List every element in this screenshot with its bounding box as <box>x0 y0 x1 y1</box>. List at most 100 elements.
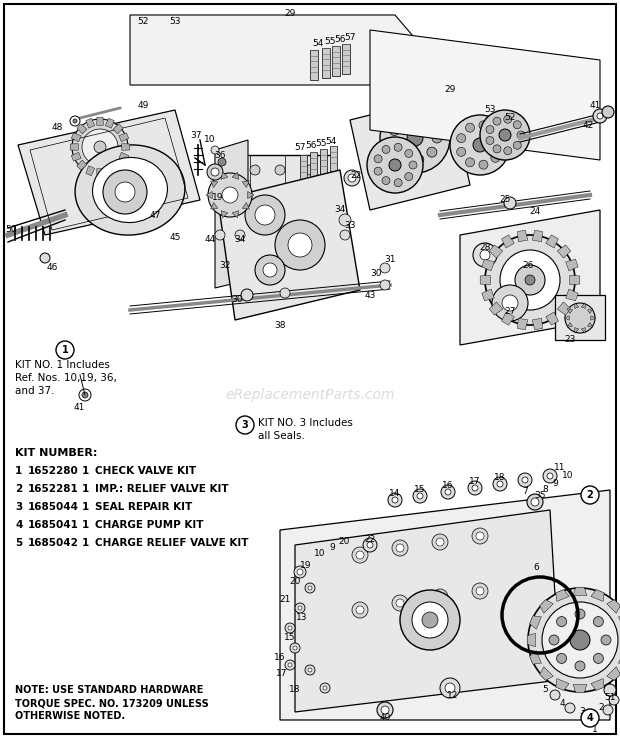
Circle shape <box>82 392 88 398</box>
Circle shape <box>445 683 455 693</box>
Circle shape <box>405 149 413 157</box>
Circle shape <box>352 547 368 563</box>
Circle shape <box>492 285 528 321</box>
Circle shape <box>374 155 382 163</box>
Circle shape <box>405 173 413 181</box>
Circle shape <box>389 159 401 171</box>
Circle shape <box>450 115 510 175</box>
Polygon shape <box>539 666 553 680</box>
Text: 1: 1 <box>82 538 89 548</box>
Circle shape <box>263 263 277 277</box>
Circle shape <box>305 235 315 245</box>
Text: 32: 32 <box>219 261 231 269</box>
Circle shape <box>432 589 448 605</box>
Text: 41: 41 <box>73 404 85 413</box>
Polygon shape <box>480 275 490 285</box>
Polygon shape <box>539 600 553 613</box>
Text: 10: 10 <box>314 550 326 559</box>
Polygon shape <box>242 202 249 209</box>
Circle shape <box>56 341 74 359</box>
Circle shape <box>377 702 393 718</box>
Polygon shape <box>71 133 81 142</box>
Circle shape <box>502 295 518 311</box>
Circle shape <box>466 158 474 167</box>
Polygon shape <box>119 133 129 142</box>
Text: 28: 28 <box>479 244 490 252</box>
Circle shape <box>593 617 603 627</box>
Text: 44: 44 <box>205 235 216 244</box>
Ellipse shape <box>92 157 167 223</box>
Text: 17: 17 <box>469 477 481 486</box>
Circle shape <box>208 173 252 217</box>
Polygon shape <box>518 230 528 242</box>
Polygon shape <box>77 124 87 134</box>
Circle shape <box>308 586 312 590</box>
Circle shape <box>256 206 284 234</box>
Circle shape <box>382 176 390 184</box>
Circle shape <box>597 113 603 119</box>
Circle shape <box>356 551 364 559</box>
Polygon shape <box>575 303 578 308</box>
Polygon shape <box>295 510 560 712</box>
Bar <box>332 46 340 76</box>
Bar <box>240 155 335 275</box>
Circle shape <box>412 602 448 638</box>
Text: 21: 21 <box>280 596 291 604</box>
Text: 51: 51 <box>604 692 616 702</box>
Circle shape <box>399 152 409 162</box>
Polygon shape <box>532 230 542 242</box>
Circle shape <box>518 473 532 487</box>
Polygon shape <box>218 170 360 320</box>
Text: 3: 3 <box>579 708 585 717</box>
Polygon shape <box>70 144 78 151</box>
Text: 17: 17 <box>277 669 288 678</box>
Circle shape <box>340 230 350 240</box>
Circle shape <box>581 486 599 504</box>
Text: 33: 33 <box>344 221 356 230</box>
Circle shape <box>476 532 484 540</box>
Circle shape <box>601 635 611 645</box>
Polygon shape <box>574 587 587 596</box>
Circle shape <box>82 129 118 165</box>
Text: 18: 18 <box>494 474 506 483</box>
Text: 34: 34 <box>334 205 346 215</box>
Polygon shape <box>565 259 578 271</box>
Circle shape <box>250 260 260 270</box>
Circle shape <box>491 154 500 162</box>
Bar <box>310 152 317 177</box>
Circle shape <box>480 110 530 160</box>
Polygon shape <box>370 30 600 160</box>
Text: 54: 54 <box>326 137 337 145</box>
Text: 1: 1 <box>82 466 89 476</box>
Text: 49: 49 <box>137 100 149 109</box>
Text: 5: 5 <box>15 538 22 548</box>
Polygon shape <box>211 181 218 187</box>
Circle shape <box>352 602 368 618</box>
Circle shape <box>497 481 503 487</box>
Circle shape <box>485 235 575 325</box>
Circle shape <box>417 493 423 499</box>
Circle shape <box>472 485 478 491</box>
Circle shape <box>285 660 295 670</box>
Text: 4: 4 <box>587 713 593 723</box>
Polygon shape <box>280 490 610 720</box>
Polygon shape <box>232 210 239 218</box>
Circle shape <box>382 145 390 154</box>
Circle shape <box>517 131 525 139</box>
Polygon shape <box>206 191 213 199</box>
Polygon shape <box>556 590 569 601</box>
Circle shape <box>486 125 494 134</box>
Text: 29: 29 <box>285 10 296 18</box>
Bar <box>342 44 350 74</box>
Text: 27: 27 <box>504 308 516 317</box>
Text: 23: 23 <box>564 336 576 345</box>
Text: 19: 19 <box>212 193 224 202</box>
Circle shape <box>472 583 488 599</box>
Circle shape <box>222 187 238 203</box>
Circle shape <box>339 214 351 226</box>
Text: 22: 22 <box>350 170 361 179</box>
Circle shape <box>575 609 585 619</box>
Text: 55: 55 <box>315 139 327 148</box>
Text: 9: 9 <box>329 543 335 553</box>
Circle shape <box>457 148 466 156</box>
